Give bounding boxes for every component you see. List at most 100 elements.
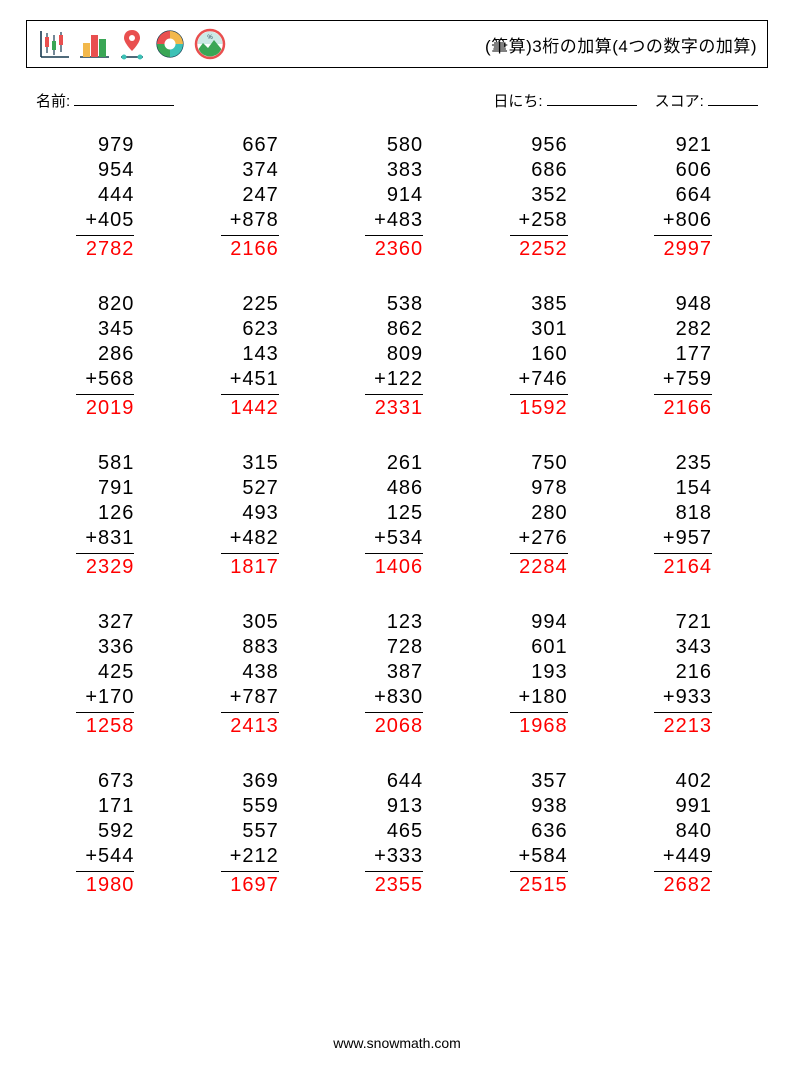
plus-sign: + [230,208,242,233]
addend: 352 [531,183,567,208]
map-pin-icon [117,27,147,61]
addend: 369 [242,769,278,794]
addend: 276 [531,526,567,551]
addend: 606 [676,158,712,183]
addend: 954 [98,158,134,183]
plus-sign: + [85,685,97,710]
addend: 261 [387,451,423,476]
addend: 225 [242,292,278,317]
worksheet-title: (筆算)3桁の加算(4つの数字の加算) [485,32,757,57]
plus-sign: + [85,367,97,392]
candlestick-icon [37,27,71,61]
answer: 2682 [663,873,712,898]
addend: 343 [676,635,712,660]
addend: 831 [98,526,134,551]
sum-rule [365,553,423,554]
sum-rule [654,235,712,236]
addend: 280 [531,501,567,526]
answer: 2329 [86,555,135,580]
addend: 956 [531,133,567,158]
addend: 383 [387,158,423,183]
addend: 315 [242,451,278,476]
addend: 991 [676,794,712,819]
plus-sign: + [230,526,242,551]
addition-problem: 357938636+5842515 [469,769,613,898]
last-addend-row: +806 [663,208,712,233]
addend: 957 [676,526,712,551]
last-addend-row: +333 [374,844,423,869]
addend: 123 [387,610,423,635]
addend: 171 [98,794,134,819]
addend: 216 [676,660,712,685]
answer: 1697 [230,873,279,898]
addend: 180 [531,685,567,710]
score-field: スコア: [655,90,758,111]
plus-sign: + [85,526,97,551]
addend: 883 [242,635,278,660]
addend: 154 [676,476,712,501]
last-addend-row: +878 [230,208,279,233]
addend: 282 [676,317,712,342]
last-addend-row: +787 [230,685,279,710]
problems-grid: 979954444+4052782667374247+8782166580383… [36,133,758,898]
addend: 830 [387,685,423,710]
answer: 2252 [519,237,568,262]
addend: 374 [242,158,278,183]
plus-sign: + [230,367,242,392]
sum-rule [510,553,568,554]
addend: 449 [676,844,712,869]
addend: 482 [242,526,278,551]
addend: 534 [387,526,423,551]
addend: 425 [98,660,134,685]
sum-rule [510,871,568,872]
answer: 2284 [519,555,568,580]
answer: 2413 [230,714,279,739]
addend: 584 [531,844,567,869]
sum-rule [76,871,134,872]
addend: 387 [387,660,423,685]
addend: 212 [242,844,278,869]
addend: 787 [242,685,278,710]
addend: 357 [531,769,567,794]
addition-problem: 581791126+8312329 [36,451,180,580]
addend: 438 [242,660,278,685]
addend: 486 [387,476,423,501]
sum-rule [365,712,423,713]
plus-sign: + [663,526,675,551]
addend: 938 [531,794,567,819]
addend: 235 [676,451,712,476]
last-addend-row: +483 [374,208,423,233]
addend: 143 [242,342,278,367]
plus-sign: + [519,844,531,869]
answer: 2213 [663,714,712,739]
plus-sign: + [85,208,97,233]
plus-sign: + [230,685,242,710]
addend: 601 [531,635,567,660]
addition-problem: 750978280+2762284 [469,451,613,580]
addition-problem: 261486125+5341406 [325,451,469,580]
last-addend-row: +584 [519,844,568,869]
last-addend-row: +122 [374,367,423,392]
plus-sign: + [374,208,386,233]
addend: 746 [531,367,567,392]
plus-sign: + [663,208,675,233]
addition-problem: 820345286+5682019 [36,292,180,421]
addend: 544 [98,844,134,869]
addend: 305 [242,610,278,635]
name-underline [74,90,174,106]
last-addend-row: +170 [85,685,134,710]
answer: 2068 [375,714,424,739]
footer-url: www.snowmath.com [0,1035,794,1051]
addend: 791 [98,476,134,501]
answer: 1258 [86,714,135,739]
addition-problem: 948282177+7592166 [614,292,758,421]
addend: 581 [98,451,134,476]
answer: 1968 [519,714,568,739]
addend: 465 [387,819,423,844]
answer: 2019 [86,396,135,421]
addend: 664 [676,183,712,208]
answer: 1442 [230,396,279,421]
addition-problem: 721343216+9332213 [614,610,758,739]
answer: 1817 [230,555,279,580]
addend: 336 [98,635,134,660]
